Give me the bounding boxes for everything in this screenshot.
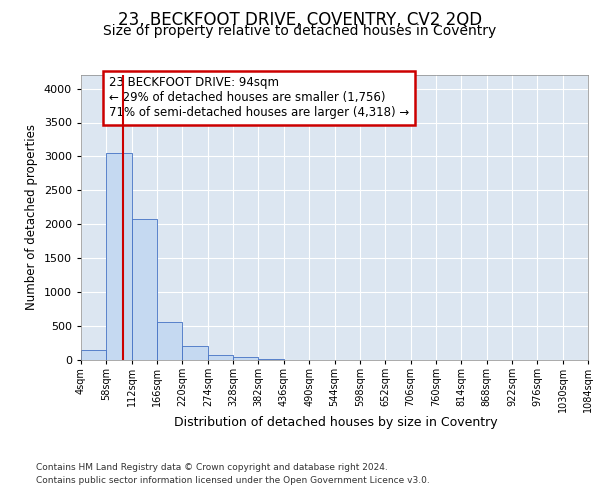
Text: Size of property relative to detached houses in Coventry: Size of property relative to detached ho… [103, 24, 497, 38]
Text: Distribution of detached houses by size in Coventry: Distribution of detached houses by size … [174, 416, 498, 429]
Bar [132, 219, 157, 360]
Bar [233, 358, 259, 360]
Bar [208, 355, 233, 360]
Bar [81, 350, 106, 360]
Text: 23, BECKFOOT DRIVE, COVENTRY, CV2 2QD: 23, BECKFOOT DRIVE, COVENTRY, CV2 2QD [118, 11, 482, 29]
Text: Contains HM Land Registry data © Crown copyright and database right 2024.: Contains HM Land Registry data © Crown c… [36, 462, 388, 471]
Text: Contains public sector information licensed under the Open Government Licence v3: Contains public sector information licen… [36, 476, 430, 485]
Bar [157, 322, 182, 360]
Bar [259, 358, 284, 360]
Y-axis label: Number of detached properties: Number of detached properties [25, 124, 38, 310]
Bar [106, 153, 132, 360]
Text: 23 BECKFOOT DRIVE: 94sqm
← 29% of detached houses are smaller (1,756)
71% of sem: 23 BECKFOOT DRIVE: 94sqm ← 29% of detach… [109, 76, 409, 120]
Bar [182, 346, 208, 360]
